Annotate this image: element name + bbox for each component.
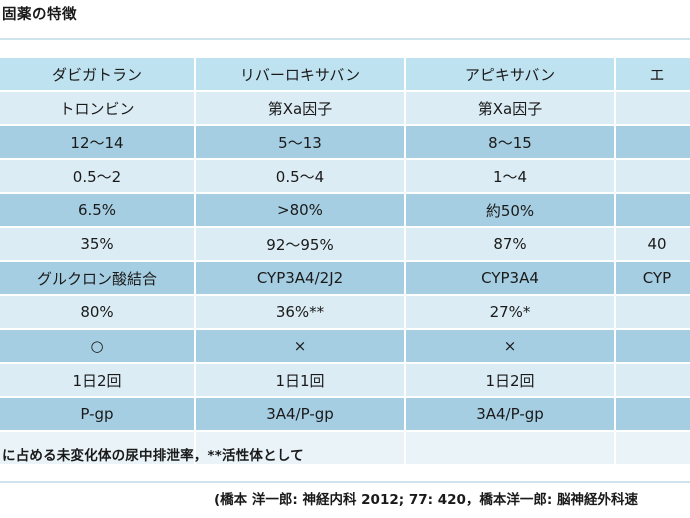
header-cell: エ [616,58,690,92]
table-cell: CYP3A4 [406,262,616,296]
table-cell: 第Xa因子 [406,92,616,126]
table-cell: 12〜14 [0,126,196,160]
header-cell: アピキサバン [406,58,616,92]
table-footnote-row [0,432,690,466]
table-footnote: に占める未変化体の尿中排泄率，**活性体として [2,448,304,464]
table-cell [0,432,196,466]
table-cell: 約50% [406,194,616,228]
table-cell [616,296,690,330]
table-row: 0.5〜2 0.5〜4 1〜4 [0,160,690,194]
table-cell: CYP3A4/2J2 [196,262,406,296]
table-cell: CYP [616,262,690,296]
table-cell: 27%* [406,296,616,330]
table-cell: 35% [0,228,196,262]
table-cell: 1〜4 [406,160,616,194]
drug-comparison-table: ダビガトラン リバーロキサバン アピキサバン エ トロンビン 第Xa因子 第Xa… [0,58,690,466]
table-cell: 6.5% [0,194,196,228]
table-row: 12〜14 5〜13 8〜15 [0,126,690,160]
table-cell: 80% [0,296,196,330]
table-row: トロンビン 第Xa因子 第Xa因子 [0,92,690,126]
table-row: 80% 36%** 27%* [0,296,690,330]
table-cell [616,398,690,432]
table-cell: 3A4/P-gp [196,398,406,432]
footnote-divider [0,481,690,483]
table-cell: 3A4/P-gp [406,398,616,432]
page-title: 固薬の特徴 [2,7,77,23]
table-cell [616,160,690,194]
table-cell [616,126,690,160]
table-row: P-gp 3A4/P-gp 3A4/P-gp [0,398,690,432]
table-cell: 40 [616,228,690,262]
table-cell: 92〜95% [196,228,406,262]
title-divider [0,38,690,40]
table-cell: 1日2回 [406,364,616,398]
table-cell: ○ [0,330,196,364]
header-cell: ダビガトラン [0,58,196,92]
table-cell: 36%** [196,296,406,330]
table-cell: 第Xa因子 [196,92,406,126]
table-cell: 0.5〜2 [0,160,196,194]
table-cell [616,194,690,228]
table-cell [406,432,616,466]
header-cell: リバーロキサバン [196,58,406,92]
table-header-row: ダビガトラン リバーロキサバン アピキサバン エ [0,58,690,92]
table-cell [196,432,406,466]
table-cell: >80% [196,194,406,228]
table-cell [616,364,690,398]
table-cell: 87% [406,228,616,262]
table-cell: 1日1回 [196,364,406,398]
table-cell: トロンビン [0,92,196,126]
table-row: ○ × × [0,330,690,364]
table-row: 1日2回 1日1回 1日2回 [0,364,690,398]
table-cell: 1日2回 [0,364,196,398]
table-cell: × [196,330,406,364]
table-cell: 5〜13 [196,126,406,160]
table-row: 35% 92〜95% 87% 40 [0,228,690,262]
table-cell [616,92,690,126]
table-row: 6.5% >80% 約50% [0,194,690,228]
source-citation: (橋本 洋一郎: 神経内科 2012; 77: 420，橋本洋一郎: 脳神経外科… [214,492,639,508]
table-cell [616,432,690,466]
table-cell: 0.5〜4 [196,160,406,194]
table-cell: P-gp [0,398,196,432]
table-cell [616,330,690,364]
table-cell: 8〜15 [406,126,616,160]
table-row: グルクロン酸結合 CYP3A4/2J2 CYP3A4 CYP [0,262,690,296]
table-cell: × [406,330,616,364]
table-cell: グルクロン酸結合 [0,262,196,296]
